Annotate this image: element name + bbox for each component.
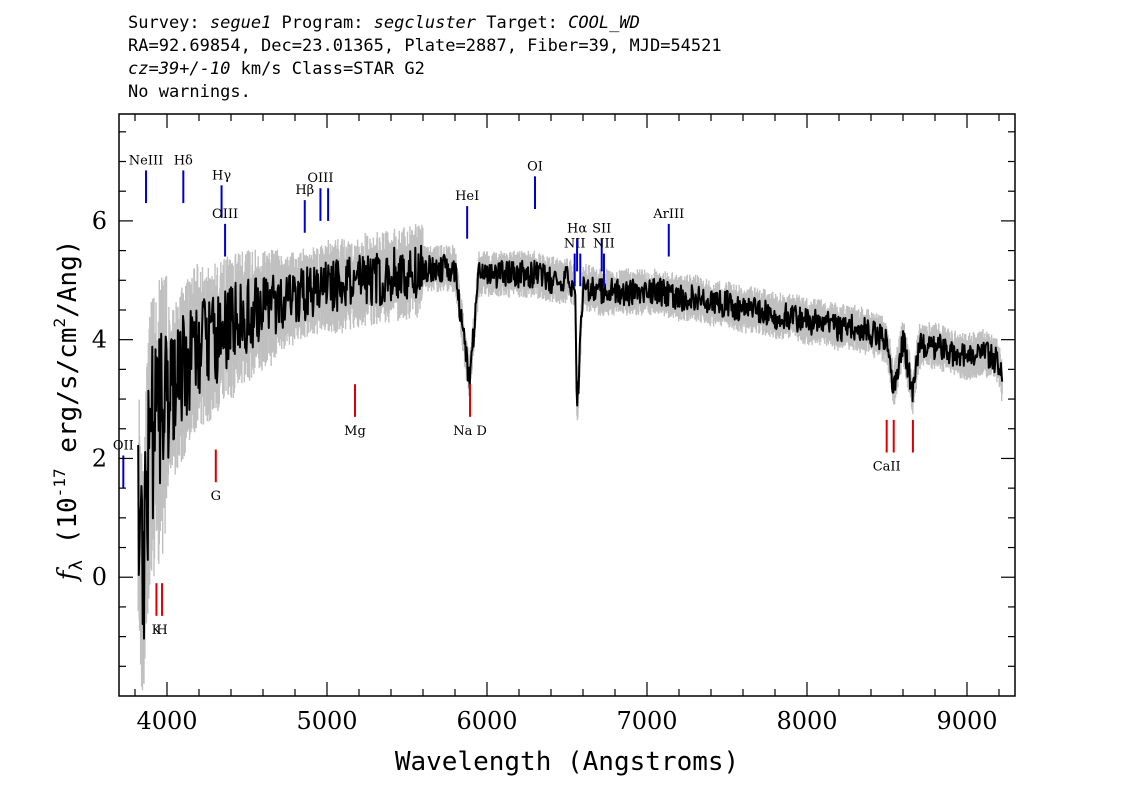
emission-label-hγ: Hγ bbox=[212, 168, 231, 183]
y-axis-title: fλ (10-17 erg/s/cm2/Ang) bbox=[50, 240, 87, 583]
x-tick-label: 7000 bbox=[616, 707, 677, 735]
y-tick-label: 4 bbox=[92, 326, 107, 354]
x-tick-label: 8000 bbox=[776, 707, 837, 735]
x-tick-label: 6000 bbox=[456, 707, 517, 735]
emission-label-nii: NII bbox=[564, 237, 586, 252]
y-tick-label: 6 bbox=[92, 207, 107, 235]
emission-label-hei: HeI bbox=[455, 189, 479, 204]
absorption-label-caii: CaII bbox=[873, 460, 901, 475]
emission-label-ariii: ArIII bbox=[652, 207, 684, 222]
header-line-coords: RA=92.69854, Dec=23.01365, Plate=2887, F… bbox=[128, 36, 722, 56]
survey-name: segue1 bbox=[209, 13, 272, 33]
absorption-label-g: G bbox=[211, 489, 221, 504]
header-line-warnings: No warnings. bbox=[128, 82, 251, 102]
emission-label-nii: NII bbox=[593, 237, 615, 252]
emission-label-hδ: Hδ bbox=[174, 153, 193, 168]
absorption-label-na-d: Na D bbox=[453, 424, 487, 439]
absorption-label-mg: Mg bbox=[344, 424, 366, 439]
program-name: segcluster bbox=[373, 13, 477, 33]
header-line-survey: Survey: segue1 Program: segcluster Targe… bbox=[128, 13, 640, 33]
plot-frame bbox=[118, 113, 1016, 697]
emission-label-oiii: OIII bbox=[212, 207, 238, 222]
flux-series bbox=[137, 244, 1004, 640]
emission-label-oii: OII bbox=[113, 438, 134, 453]
header-line-redshift: cz=39+/-10 km/s Class=STAR G2 bbox=[128, 59, 425, 79]
x-tick-label: 9000 bbox=[936, 707, 997, 735]
emission-label-sii: SII bbox=[592, 222, 611, 237]
axes: 4000 5000 6000 7000 8000 9000 0 2 4 6 bbox=[92, 114, 1015, 735]
absorption-label-k: K bbox=[152, 623, 162, 638]
emission-label-oi: OI bbox=[527, 159, 543, 174]
emission-label-oiii: OIII bbox=[307, 171, 333, 186]
absorption-label-h: H bbox=[156, 623, 167, 638]
emission-label-hβ: Hβ bbox=[295, 183, 314, 198]
x-axis-title: Wavelength (Angstroms) bbox=[395, 747, 739, 777]
x-tick-label: 5000 bbox=[296, 707, 357, 735]
y-tick-label: 2 bbox=[92, 444, 107, 472]
redshift-value: cz=39+/-10 bbox=[128, 59, 231, 79]
emission-label-hα: Hα bbox=[567, 222, 587, 237]
spectrum-header: Survey: segue1 Program: segcluster Targe… bbox=[128, 12, 722, 104]
target-name: COOL_WD bbox=[568, 13, 640, 33]
x-tick-label: 4000 bbox=[136, 707, 197, 735]
y-tick-label: 0 bbox=[92, 563, 107, 591]
y-axis-title-text: fλ (10-17 erg/s/cm2/Ang) bbox=[50, 240, 87, 583]
emission-label-neiii: NeIII bbox=[129, 153, 163, 168]
flux-line bbox=[137, 244, 1004, 640]
